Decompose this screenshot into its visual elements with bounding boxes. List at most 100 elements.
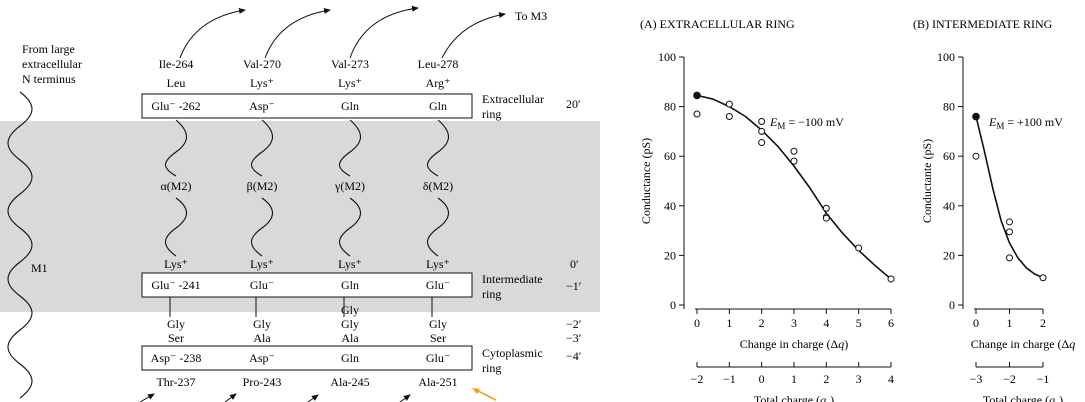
m1-label: M1 (31, 261, 48, 275)
open-data-point (725, 100, 733, 108)
y-tick-label: 80 (664, 100, 676, 114)
x-tick-label: 4 (823, 316, 829, 330)
chart-intermediate-ring: (B) INTERMEDIATE RING 0 20 40 60 80 100 0 1 2 Cond… (913, 17, 1075, 402)
top-arrow (179, 7, 246, 59)
y-tick-label: 60 (943, 149, 955, 163)
cytoplasmic-ring-residue: Glu⁻ (426, 351, 450, 365)
extra-residue-label: Lys⁺ (250, 76, 274, 90)
position-label: 0′ (570, 257, 579, 271)
position-label: −4′ (566, 349, 582, 363)
secondary-tick-label: −2 (1003, 372, 1016, 386)
n-terminus-label: From large extracellular N terminus (22, 42, 85, 86)
open-data-point (887, 275, 895, 283)
to-m3-label: To M3 (515, 9, 547, 23)
below-residue-label: Gly (341, 317, 359, 331)
fit-curve (975, 116, 1044, 279)
cytoplasmic-ring-residue: Gln (341, 351, 359, 365)
position-label: 20′ (566, 97, 581, 111)
lysine-label: Lys⁺ (164, 257, 188, 271)
y-tick-label: 20 (664, 248, 676, 262)
extra-residue-label: Arg⁺ (426, 76, 451, 90)
extra-residue-label: Leu (167, 76, 186, 90)
open-data-point (1006, 254, 1013, 262)
secondary-tick-label: 4 (888, 372, 894, 386)
lysine-label: Lys⁺ (426, 257, 450, 271)
secondary-tick-label: 0 (759, 372, 765, 386)
filled-data-point (693, 91, 701, 100)
helix-segment (426, 119, 450, 177)
open-data-point (693, 110, 701, 118)
x-tick-label: 0 (694, 316, 700, 330)
position-label: −1′ (566, 279, 582, 293)
x-tick-label: 5 (856, 316, 862, 330)
y-tick-label: 20 (943, 248, 955, 262)
helix-segment (250, 197, 274, 257)
x-tick-label: 6 (888, 316, 894, 330)
subunit-label: β(M2) (247, 179, 278, 193)
open-data-point (790, 147, 798, 155)
secondary-axis-label: Total charge (qe) (754, 393, 834, 402)
position-label: −2′ (566, 317, 582, 331)
cytoplasmic-ring-label: Cytoplasmic ring (482, 346, 546, 375)
x-tick-label: 1 (726, 316, 732, 330)
y-tick-label: 60 (664, 149, 676, 163)
em-annotation: EM = −100 mV (769, 115, 844, 131)
bottom-residue-label: Ala-251 (418, 375, 457, 389)
open-data-point (1006, 218, 1013, 226)
helix-segment (426, 197, 450, 257)
y-axis-label: Conductance (pS) (639, 138, 653, 224)
top-residue-label: Val-270 (243, 57, 281, 71)
extracellular-ring-residue: Glu⁻ -262 (151, 99, 200, 113)
cytoplasmic-ring-box (141, 345, 473, 371)
extracellular-ring-label: Extracellular ring (482, 92, 547, 121)
helix-segment (164, 119, 188, 177)
subunit-columns: Ile-264Leuα(M2)Lys⁺GlySerThr-237Val-270L… (156, 57, 458, 389)
secondary-axis-label: Total charge (qe) (983, 393, 1063, 402)
intermediate-ring-label: Intermediate ring (482, 272, 546, 301)
secondary-tick-label: 1 (791, 372, 797, 386)
top-residue-label: Val-273 (331, 57, 369, 71)
cytoplasmic-ring-residue: Asp⁻ (249, 351, 275, 365)
open-data-point (790, 157, 798, 165)
extra-residue-label: Lys⁺ (338, 76, 362, 90)
bottom-residue-label: Ala-245 (330, 375, 369, 389)
extracellular-ring-residue: Asp⁻ (249, 99, 275, 113)
top-arrow (349, 5, 419, 59)
y-tick-label: 0 (670, 298, 676, 312)
below-residue-label: Ser (430, 331, 446, 345)
extracellular-ring-residue: Gln (341, 99, 359, 113)
highlight-arrow (475, 389, 497, 401)
em-annotation: EM = +100 mV (988, 115, 1063, 131)
y-tick-label: 80 (943, 100, 955, 114)
intermediate-ring-residue: Glu⁻ (250, 278, 274, 292)
chart-title: (B) INTERMEDIATE RING (913, 17, 1053, 31)
receptor-ring-diagram: To M3 From large extracellular N terminu… (0, 5, 600, 402)
secondary-tick-label: −1 (1037, 372, 1050, 386)
intermediate-ring-residue: Glu⁻ (426, 278, 450, 292)
secondary-tick-label: 3 (856, 372, 862, 386)
helix-segment (164, 197, 188, 257)
lysine-label: Lys⁺ (250, 257, 274, 271)
m1-helix (7, 91, 33, 399)
highlight-arrowhead (472, 388, 480, 394)
bottom-residue-label: Pro-243 (243, 375, 282, 389)
intermediate-ring-residue: Gln (341, 278, 359, 292)
secondary-tick-label: 2 (823, 372, 829, 386)
open-data-point (758, 139, 766, 147)
helix-segment (250, 119, 274, 177)
y-tick-label: 0 (949, 298, 955, 312)
bottom-arrows (139, 393, 411, 402)
position-label: −3′ (566, 331, 582, 345)
top-arrow (264, 7, 331, 59)
secondary-tick-label: −1 (723, 372, 736, 386)
y-tick-label: 40 (943, 199, 955, 213)
y-axis-label: Conductante (pS) (920, 139, 934, 223)
below-residue-label: Gly (429, 317, 447, 331)
subunit-label: γ(M2) (334, 179, 365, 193)
top-residue-label: Leu-278 (418, 57, 459, 71)
subunit-label: δ(M2) (423, 179, 453, 193)
extracellular-ring-box (141, 93, 473, 119)
ring-residues: Glu⁻ -262 Glu⁻ -241 Asp⁻ -238 Asp⁻ Glu⁻ Asp⁻ G… (151, 99, 451, 365)
chart-title: (A) EXTRACELLULAR RING (640, 17, 795, 31)
cytoplasmic-ring-residue: Asp⁻ -238 (151, 351, 202, 365)
